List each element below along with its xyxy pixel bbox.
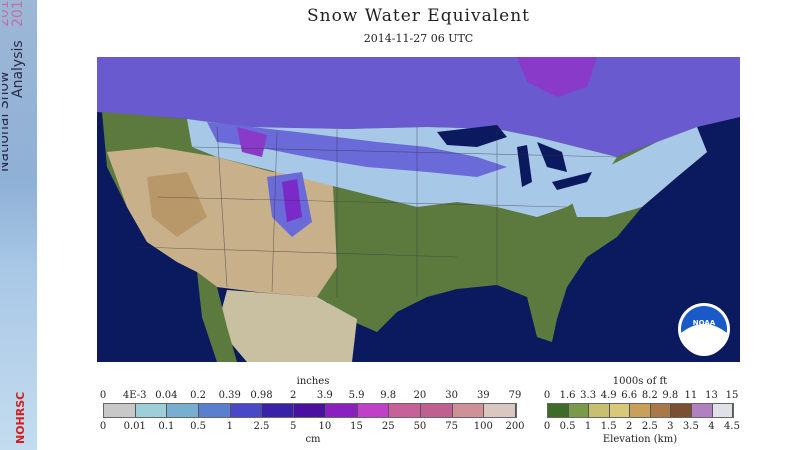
lake-erie	[552, 172, 592, 190]
timestamp: 2014-11-27 06 UTC	[363, 32, 474, 45]
lake-superior	[437, 125, 507, 147]
legend-swatch	[262, 404, 295, 417]
sidebar-years-1: 2014-	[2, 0, 12, 27]
lake-michigan	[517, 145, 532, 187]
sidebar-banner: National Snow 2014- Analysis 2015 NOHRSC	[0, 0, 37, 450]
snow-map: NOAA	[97, 57, 740, 362]
legend-swatch	[548, 404, 569, 417]
legend-swatch	[691, 404, 713, 417]
legend-swatch	[484, 404, 516, 417]
legend-swatch	[609, 404, 631, 417]
mexico	[217, 290, 357, 362]
legend-swatch	[135, 404, 168, 417]
elev-legend-bottom-label: Elevation (km)	[602, 434, 678, 445]
legend-swatch	[568, 404, 590, 417]
svg-text:NOAA: NOAA	[693, 319, 716, 327]
legend-swatch	[230, 404, 263, 417]
legend-swatch	[630, 404, 651, 417]
legend-swatch	[671, 404, 692, 417]
sidebar-title-line2: Analysis	[10, 40, 26, 98]
legend-swatch	[167, 404, 200, 417]
svg-text:NOHRSC: NOHRSC	[14, 392, 27, 444]
sidebar-title-line1: National Snow	[2, 71, 12, 172]
legend-swatch	[420, 404, 453, 417]
lake-huron	[537, 142, 567, 172]
elev-legend-top-label: 1000s of ft	[612, 376, 668, 387]
swe-color-bar	[103, 403, 517, 418]
nohrsc-logo: NOHRSC	[2, 380, 34, 448]
swe-legend-top-label: inches	[296, 376, 330, 387]
page-title: Snow Water Equivalent	[306, 6, 531, 26]
legend-swatch	[199, 404, 231, 417]
state-borders	[136, 126, 618, 297]
sidebar-title: National Snow 2014- Analysis 2015	[0, 0, 36, 210]
legend-swatch	[389, 404, 421, 417]
sidebar-years-2: 2015	[10, 0, 26, 27]
legend-swatch	[589, 404, 610, 417]
legend-swatch	[452, 404, 485, 417]
snow-mid	[207, 122, 507, 177]
legend-swatch	[325, 404, 358, 417]
legend-swatch	[650, 404, 672, 417]
legend-swatch	[712, 404, 734, 417]
elev-color-bar	[547, 403, 734, 418]
swe-legend-bottom-label: cm	[305, 434, 321, 445]
noaa-logo: NOAA	[678, 303, 730, 356]
legend-swatch	[104, 404, 136, 417]
legend-swatch	[294, 404, 326, 417]
legend-swatch	[357, 404, 390, 417]
